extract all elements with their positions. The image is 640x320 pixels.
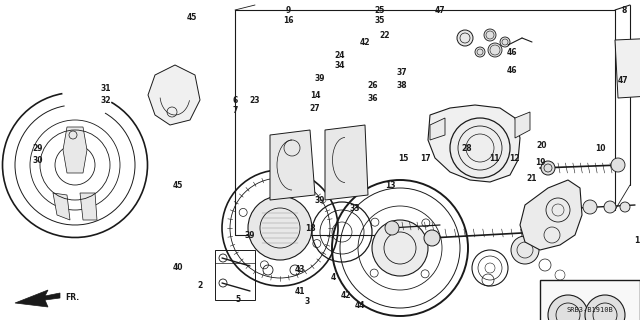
Polygon shape	[428, 105, 520, 182]
Circle shape	[500, 37, 510, 47]
Polygon shape	[615, 38, 640, 98]
Text: 21: 21	[527, 173, 537, 182]
Text: 5: 5	[236, 295, 241, 305]
Text: 28: 28	[461, 143, 472, 153]
Text: 24: 24	[335, 51, 345, 60]
Text: 4: 4	[330, 274, 335, 283]
Circle shape	[248, 196, 312, 260]
Polygon shape	[430, 118, 445, 140]
Text: 11: 11	[489, 154, 499, 163]
Circle shape	[585, 295, 625, 320]
Text: 1: 1	[634, 236, 639, 244]
Text: 34: 34	[335, 60, 345, 69]
Text: 35: 35	[375, 15, 385, 25]
Bar	[540, 280, 640, 320]
Text: 42: 42	[340, 291, 351, 300]
Text: 19: 19	[535, 157, 545, 166]
Text: 45: 45	[187, 12, 197, 21]
Text: 38: 38	[397, 81, 407, 90]
Text: 36: 36	[368, 93, 378, 102]
Text: FR.: FR.	[65, 293, 79, 302]
Text: 39: 39	[244, 230, 255, 239]
Text: 16: 16	[283, 15, 293, 25]
Polygon shape	[515, 112, 530, 138]
Circle shape	[457, 30, 473, 46]
Circle shape	[583, 200, 597, 214]
Text: 6: 6	[232, 95, 237, 105]
Text: 46: 46	[507, 47, 517, 57]
Circle shape	[549, 201, 561, 213]
Text: 18: 18	[305, 223, 316, 233]
Polygon shape	[15, 290, 60, 307]
Circle shape	[484, 29, 496, 41]
Polygon shape	[80, 193, 97, 220]
Circle shape	[620, 202, 630, 212]
Text: 17: 17	[420, 154, 430, 163]
Polygon shape	[520, 180, 582, 250]
Text: 37: 37	[397, 68, 407, 76]
Circle shape	[541, 161, 555, 175]
Circle shape	[511, 236, 539, 264]
Text: 25: 25	[375, 5, 385, 14]
Text: 32: 32	[100, 95, 111, 105]
Text: SRB3-B1910B: SRB3-B1910B	[566, 307, 613, 313]
Text: 40: 40	[173, 263, 183, 273]
Polygon shape	[270, 130, 315, 200]
Polygon shape	[63, 127, 87, 173]
Text: 14: 14	[310, 91, 320, 100]
Polygon shape	[325, 125, 368, 200]
Text: 10: 10	[595, 143, 605, 153]
Text: 12: 12	[509, 154, 519, 163]
Text: 29: 29	[33, 143, 44, 153]
Polygon shape	[53, 193, 70, 220]
Circle shape	[604, 201, 616, 213]
Text: 31: 31	[100, 84, 111, 92]
Text: 23: 23	[250, 95, 260, 105]
Circle shape	[611, 158, 625, 172]
Text: 20: 20	[537, 140, 547, 149]
Text: 44: 44	[355, 300, 365, 309]
Circle shape	[548, 295, 588, 320]
Text: 39: 39	[315, 74, 325, 83]
Text: 47: 47	[435, 5, 445, 14]
Circle shape	[450, 118, 510, 178]
Text: 43: 43	[295, 266, 305, 275]
Text: 47: 47	[618, 76, 628, 84]
Circle shape	[372, 220, 428, 276]
Polygon shape	[148, 65, 200, 125]
Text: 13: 13	[385, 180, 396, 189]
Bar	[215, 250, 255, 300]
Text: 15: 15	[398, 154, 408, 163]
Text: 42: 42	[360, 37, 371, 46]
Circle shape	[565, 202, 575, 212]
Text: 7: 7	[232, 106, 237, 115]
Text: 46: 46	[507, 66, 517, 75]
Text: 41: 41	[295, 287, 305, 297]
Text: 26: 26	[368, 81, 378, 90]
Circle shape	[475, 47, 485, 57]
Text: 45: 45	[173, 180, 183, 189]
Text: 2: 2	[197, 281, 203, 290]
Text: 3: 3	[305, 298, 310, 307]
Circle shape	[424, 230, 440, 246]
Circle shape	[448, 116, 512, 180]
Text: 8: 8	[621, 5, 627, 14]
Text: 22: 22	[380, 30, 390, 39]
Circle shape	[385, 221, 399, 235]
Circle shape	[488, 43, 502, 57]
Text: 30: 30	[33, 156, 44, 164]
Text: 27: 27	[310, 103, 320, 113]
Text: 33: 33	[349, 204, 360, 212]
Text: 39: 39	[315, 196, 325, 204]
Text: 9: 9	[285, 5, 291, 14]
